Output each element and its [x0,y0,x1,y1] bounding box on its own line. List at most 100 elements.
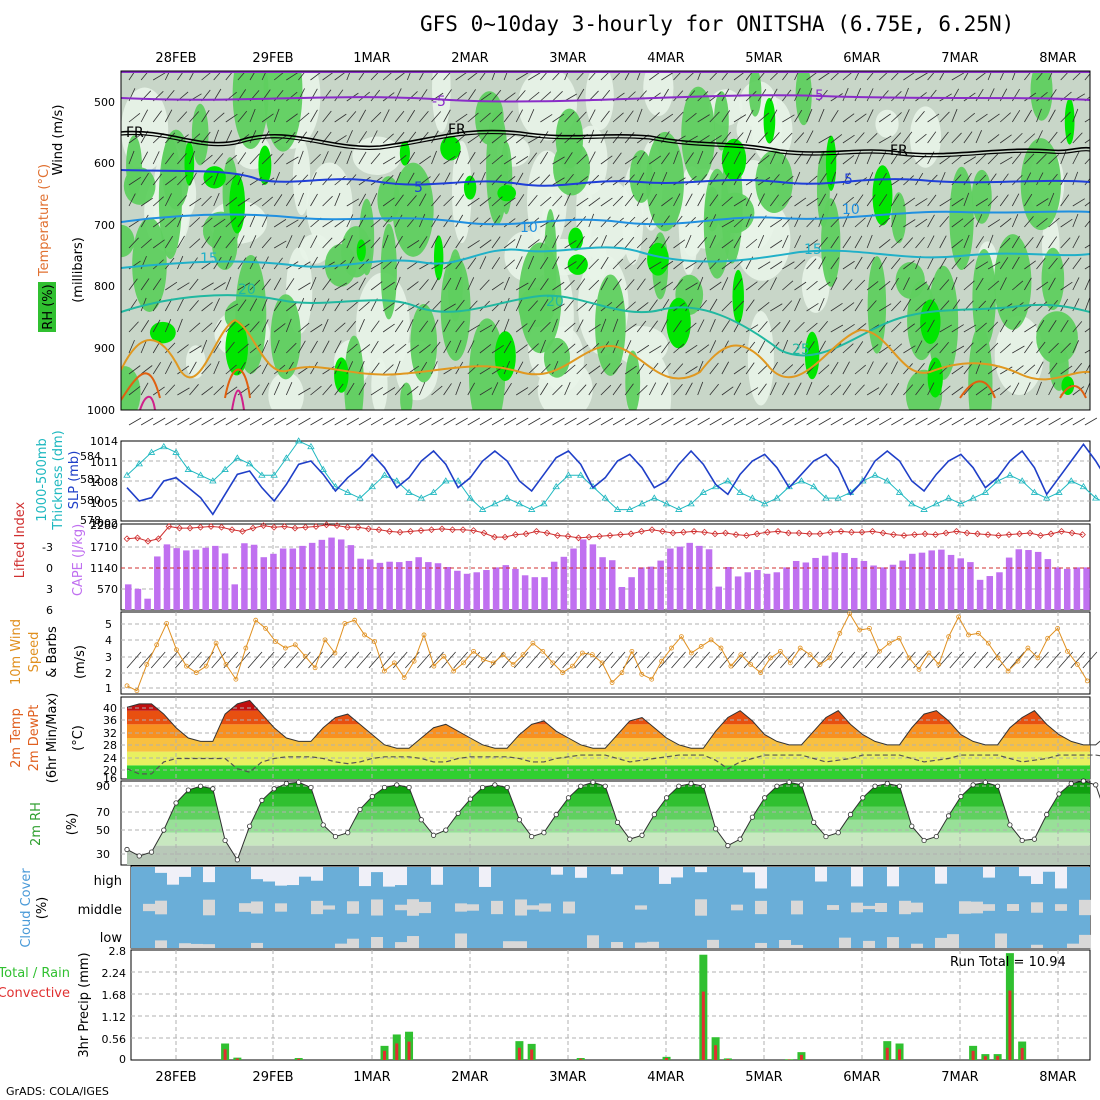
wind-barb [757,234,765,249]
wind-barb [407,240,420,249]
wind-barb [842,196,854,207]
rh-moist-patch [440,255,471,361]
wind-barb [576,154,588,165]
cloud-gap [455,903,467,912]
wind-barb [1048,109,1056,123]
wind-barb [600,384,612,396]
wind-barb [624,259,636,270]
wind-barb [564,279,575,291]
wind-barb [963,192,970,207]
wind-barb [1072,108,1079,123]
wind-barb [842,302,855,312]
wind-barb [322,319,329,333]
cloud-gap [815,867,827,882]
wind-barb [527,277,537,291]
li-marker [186,524,194,532]
wind-barb [128,278,138,291]
wind-barb [987,387,1001,396]
wind-barb [491,154,504,165]
y-tick-label: 50 [96,824,110,837]
wind-barb [975,343,987,354]
li-marker [1026,529,1034,537]
precip-convective-bar [223,1049,227,1060]
wind-barb [842,260,855,270]
wind-barb [564,173,574,186]
wind-barb [830,277,838,291]
wind-barb [999,385,1011,396]
wind-barb [1036,319,1045,333]
wind-barb [286,113,298,123]
wind-barb [769,174,780,186]
thickness-marker [638,500,646,507]
rh2m-marker [124,846,130,853]
rh-dry-patch [994,315,1044,395]
wind-barb [949,651,965,669]
wind-barb [358,214,367,228]
precip-convective-bar [971,1050,975,1060]
wind10-marker [372,639,377,644]
rh-moist-patch [121,224,135,258]
wind-barb [576,88,585,102]
li-marker [365,525,372,533]
thickness-marker [626,505,634,512]
wind10-marker [570,663,575,669]
wind-barb [697,257,707,270]
thickness-marker [454,477,462,484]
wind-barb [624,155,637,165]
cloud-gap [179,867,191,877]
wind-barb [237,197,250,207]
wind-barb [745,299,755,312]
thickness-marker [172,448,180,455]
y-tick-label: 20 [103,764,117,777]
wind-barb [697,276,704,291]
li-marker [648,526,656,534]
wind-barb [564,261,577,270]
wind-barb [298,340,306,354]
wind-barb [1024,417,1037,426]
wind-barb [854,256,863,270]
wind-barb [285,235,293,249]
wind-barb [1072,235,1080,249]
li-marker [932,531,939,539]
wind-barb [939,198,952,207]
wind-barb [818,364,830,375]
wind-barb [939,171,946,186]
li-marker [785,529,792,537]
wind-barb [636,237,648,249]
rh2m-marker [1044,811,1050,818]
wind10-marker [807,652,813,658]
wind-barb [310,417,323,426]
wind-barb [322,71,335,81]
thickness-marker [957,500,965,507]
li-marker [974,530,981,538]
rh2m-marker [332,833,339,840]
wind-barb [770,218,783,228]
wind-barb [286,72,299,81]
wind-barb [382,387,396,396]
rh-legend-swatch [38,282,56,332]
wind-barb [903,197,916,207]
wind-barb [249,197,262,207]
wind-barb [283,651,299,669]
wind10-marker [540,648,546,654]
precip-convective-bar [787,1059,791,1060]
rh2m-marker [725,843,731,849]
y-tick-label: 70 [96,806,110,819]
thickness-marker [993,477,1002,484]
li-label: Lifted Index [13,501,28,578]
wind-barb [733,217,745,228]
cloud-gap [611,942,623,948]
rh2m-marker [148,849,155,855]
wind-barb [818,150,825,165]
precip-convective-bar [579,1058,583,1060]
wind-barb [745,417,759,426]
wind-barb [661,363,671,375]
wind-barb [842,172,850,186]
wind-barb [721,151,730,165]
wind-barb [479,417,493,426]
wind-barb [525,651,541,669]
wind-barb [685,344,698,354]
precip-convective-bar [996,1056,1000,1060]
wind10-marker [599,660,605,666]
wind-barb [528,239,540,249]
